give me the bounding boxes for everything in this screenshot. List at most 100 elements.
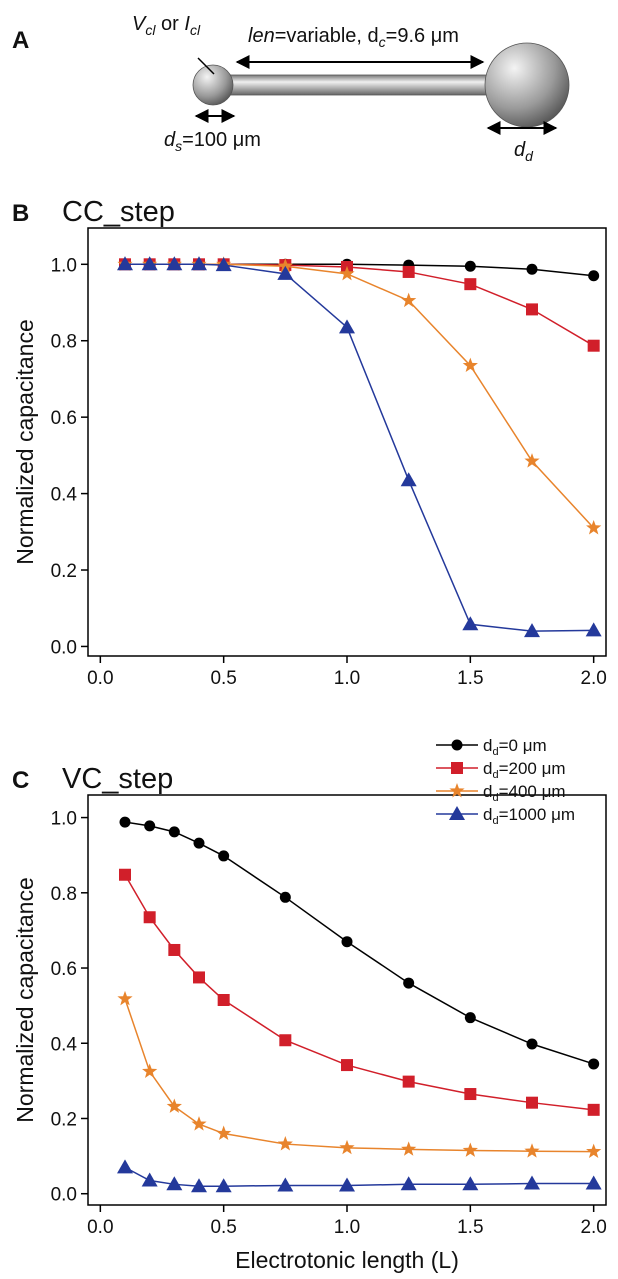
marker [215, 1178, 232, 1193]
dendrite-label: dd [514, 139, 534, 164]
diagram: A Vcl or Icl len=variable, dc=9.6 μm ds=… [12, 13, 570, 164]
soma-label: ds=100 μm [164, 129, 261, 154]
dendrite-sphere [484, 42, 570, 128]
y-axis-title: Normalized capacitance [12, 319, 38, 564]
label-part: s [175, 138, 182, 154]
marker [193, 837, 205, 849]
marker [117, 1159, 133, 1174]
marker [143, 911, 156, 924]
marker [402, 265, 415, 278]
marker [166, 1098, 182, 1113]
y-tick-label: 1.0 [51, 255, 77, 276]
y-tick-label: 0.0 [51, 637, 77, 658]
label-part: d [514, 139, 526, 161]
x-tick-label: 1.0 [334, 1217, 360, 1238]
y-tick-label: 0.4 [51, 1034, 78, 1055]
x-tick-label: 0.0 [87, 668, 113, 689]
marker [526, 263, 538, 275]
label-part: len [248, 25, 275, 47]
marker [400, 472, 417, 487]
marker [526, 1038, 538, 1050]
y-tick-label: 0.6 [51, 959, 77, 980]
series-line [125, 263, 595, 347]
marker [166, 256, 183, 271]
marker [524, 1143, 540, 1158]
legend-label: dd=1000 μm [483, 805, 575, 827]
marker [215, 257, 232, 272]
marker [144, 820, 156, 832]
marker [462, 1176, 479, 1191]
soma [192, 64, 234, 106]
marker [339, 1177, 355, 1192]
marker [524, 453, 540, 468]
y-tick-label: 0.4 [51, 485, 78, 506]
x-tick-label: 0.5 [210, 1217, 236, 1238]
legend-marker [449, 806, 465, 820]
legend-marker [451, 762, 463, 774]
label-part: d [164, 129, 176, 151]
marker [585, 1175, 602, 1190]
panel-label: C [12, 767, 29, 794]
marker [168, 826, 180, 838]
marker [166, 1176, 183, 1191]
chart-title: VC_step [62, 763, 173, 795]
marker [193, 971, 205, 984]
marker [191, 1178, 207, 1193]
marker [401, 292, 417, 308]
x-axis-title: Electrotonic length (L) [235, 1247, 459, 1273]
panel-label: A [12, 27, 29, 54]
label-part: or [155, 13, 184, 35]
y-tick-label: 0.0 [51, 1185, 77, 1206]
x-tick-label: 0.5 [210, 668, 236, 689]
marker [277, 258, 293, 273]
series-line [124, 821, 594, 1065]
x-tick-label: 2.0 [580, 1217, 606, 1238]
x-tick-label: 1.0 [334, 668, 360, 689]
label-part: V [132, 13, 147, 35]
label-part: =9.6 μm [386, 25, 459, 47]
chart-title: CC_step [62, 196, 175, 228]
marker [277, 1177, 294, 1192]
marker [524, 623, 540, 638]
marker [141, 1172, 158, 1187]
cable-label: len=variable, dc=9.6 μm [248, 25, 459, 50]
marker [117, 990, 133, 1006]
x-tick-label: 1.5 [457, 1217, 483, 1238]
label-part: d [525, 148, 534, 164]
cable [219, 74, 511, 96]
marker [585, 622, 602, 637]
series-line [125, 263, 595, 529]
marker [279, 1034, 292, 1047]
y-tick-label: 0.6 [51, 408, 77, 429]
marker [191, 256, 207, 271]
marker [168, 943, 181, 956]
marker [587, 339, 600, 352]
label-part: cl [145, 22, 156, 38]
marker [277, 265, 294, 280]
marker [339, 319, 355, 334]
electrode [197, 57, 215, 75]
marker [142, 1063, 158, 1078]
marker [339, 265, 355, 281]
y-tick-label: 0.2 [51, 1109, 77, 1130]
marker [277, 1136, 293, 1151]
panel-label: B [12, 200, 29, 227]
marker [341, 1059, 353, 1072]
marker [216, 1125, 232, 1140]
marker [462, 357, 478, 373]
label-part: I [184, 13, 190, 35]
legend-marker [449, 783, 465, 798]
marker [339, 1139, 355, 1155]
marker [462, 616, 479, 631]
legend-label: dd=400 μm [483, 782, 566, 804]
x-tick-label: 2.0 [580, 668, 606, 689]
legend-label: dd=200 μm [483, 759, 566, 781]
marker [141, 256, 158, 271]
marker [341, 936, 353, 948]
legend-marker [451, 739, 463, 751]
y-tick-label: 0.8 [51, 884, 77, 905]
plot-frame [87, 227, 607, 657]
legend-label: dd=0 μm [483, 736, 547, 758]
label-part: =100 μm [182, 129, 261, 151]
